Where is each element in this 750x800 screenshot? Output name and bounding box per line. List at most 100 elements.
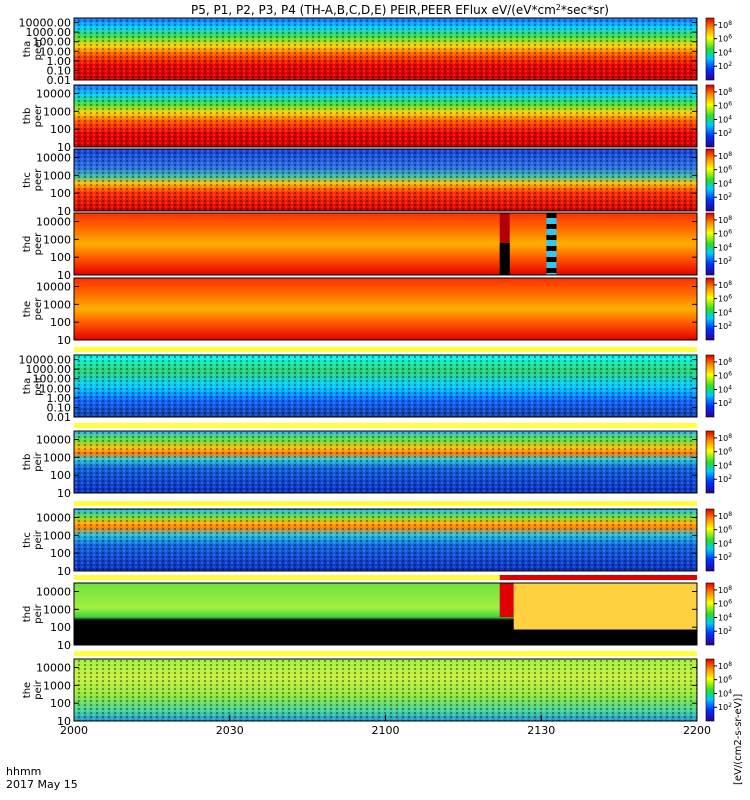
colorbar-tick-label: 106 (718, 525, 732, 535)
x-tick-label: 2100 (372, 724, 400, 737)
colorbar (705, 658, 715, 722)
yellow-region (513, 583, 697, 630)
data-gap-segment (546, 224, 557, 229)
colorbar-tick-label: 102 (718, 61, 732, 71)
y-axis-label-probe: thd (22, 606, 33, 623)
colorbar-tick-label: 108 (718, 151, 732, 161)
noise-overlay (74, 659, 697, 721)
panel-frame (73, 17, 698, 81)
panel-thc-peir: 10000 1000 100 10 thc peir 102 104 106 108 (22, 501, 732, 578)
y-tick-label: 100.00 (33, 36, 72, 49)
colorbar-tick-label: 106 (718, 371, 732, 381)
y-tick-label: 10000 (36, 662, 71, 675)
y-axis-label-probe: thb (22, 454, 33, 471)
panel-thb-peer: 10000 1000 100 10 thb peer 102 104 106 108 (22, 84, 732, 154)
colorbar-tick-label: 104 (718, 688, 732, 698)
y-tick-label: 1000 (43, 679, 71, 692)
fill-strip (74, 347, 697, 352)
panel-thb-peir: 10000 1000 100 10 thb peir 102 104 106 108 (22, 423, 732, 500)
fill-strip (74, 501, 697, 506)
colorbar-tick-label: 106 (718, 34, 732, 44)
y-tick-label: 100 (50, 547, 71, 560)
x-tick-label: 2130 (527, 724, 555, 737)
y-tick-label: 1000 (43, 603, 71, 616)
panel-frame (73, 84, 698, 148)
y-tick-label: 10 (57, 715, 71, 728)
colorbar (705, 354, 715, 418)
colorbar-tick-label: 104 (718, 307, 732, 317)
colorbar-tick-label: 108 (718, 215, 732, 225)
y-tick-label: 100.00 (33, 373, 72, 386)
noise-overlay (74, 18, 697, 80)
panels-group: 10000.001000.00100.0010.001.000.100.01th… (19, 17, 733, 728)
y-tick-label: 100 (50, 621, 71, 634)
colorbar-tick-label: 106 (718, 229, 732, 239)
colorbar-tick-label: 108 (718, 87, 732, 97)
y-axis-label-probe: the (22, 682, 33, 698)
y-axis-label-species: peer (33, 104, 44, 128)
panel-frame (73, 582, 698, 646)
y-tick-label: 1.00 (47, 55, 72, 68)
colorbar-tick-label: 102 (718, 192, 732, 202)
y-axis-label-species: peir (33, 529, 44, 549)
panel-frame (73, 430, 698, 494)
spectrogram-thd-peer (74, 213, 697, 275)
colorbar (705, 508, 715, 572)
y-tick-label: 0.01 (47, 74, 72, 87)
y-tick-label: 10 (57, 639, 71, 652)
y-tick-label: 10.00 (40, 382, 72, 395)
colorbar (705, 430, 715, 494)
y-tick-label: 1000.00 (26, 363, 72, 376)
y-axis-label-species: peer (33, 232, 44, 256)
colorbar-tick-label: 106 (718, 675, 732, 685)
y-tick-label: 10 (57, 141, 71, 154)
red-burst (499, 583, 514, 618)
noise-overlay (74, 355, 697, 417)
noise-overlay (74, 85, 697, 147)
y-axis-label-probe: thc (22, 172, 33, 188)
colorbar-tick-label: 102 (718, 256, 732, 266)
y-axis-label-species: peer (33, 168, 44, 192)
y-tick-label: 100 (50, 469, 71, 482)
y-tick-label: 100 (50, 316, 71, 329)
colorbar-tick-label: 104 (718, 538, 732, 548)
y-tick-label: 1000 (43, 451, 71, 464)
y-axis-label-probe: tha (22, 378, 33, 394)
data-gap-segment (546, 268, 557, 273)
y-tick-label: 0.10 (47, 401, 72, 414)
y-tick-label: 1000 (43, 233, 71, 246)
panel-frame (73, 148, 698, 212)
colorbar-tick-label: 108 (718, 280, 732, 290)
colorbar-tick-label: 106 (718, 165, 732, 175)
noise-overlay (74, 149, 697, 211)
y-tick-label: 10 (57, 487, 71, 500)
colorbar-tick-label: 104 (718, 384, 732, 394)
y-axis-label-probe: tha (22, 41, 33, 57)
data-gap-segment (546, 257, 557, 262)
colorbar-tick-label: 102 (718, 398, 732, 408)
colorbar-tick-label: 104 (718, 114, 732, 124)
data-gap-bar-cyan (546, 213, 557, 275)
y-tick-label: 100 (50, 251, 71, 264)
y-tick-label: 100 (50, 697, 71, 710)
y-axis-label-probe: thc (22, 532, 33, 548)
data-gap-bar-dark (499, 243, 510, 275)
y-tick-label: 1.00 (47, 392, 72, 405)
y-axis-label-species: peer (33, 37, 44, 61)
x-tick-label: 2000 (60, 724, 88, 737)
colorbar-tick-label: 104 (718, 178, 732, 188)
colorbar-unit-label: [eV/(cm2-s-sr-eV)] (733, 694, 744, 785)
noise-overlay (74, 509, 697, 571)
y-tick-label: 10000 (36, 88, 71, 101)
fill-strip (74, 423, 697, 428)
y-tick-label: 100 (50, 123, 71, 136)
y-tick-label: 10000 (36, 152, 71, 165)
colorbar-tick-label: 104 (718, 242, 732, 252)
y-tick-label: 0.01 (47, 411, 72, 424)
y-axis-label-probe: thb (22, 108, 33, 125)
y-tick-label: 1000 (43, 529, 71, 542)
figure-title: P5, P1, P2, P3, P4 (TH-A,B,C,D,E) PEIR,P… (191, 3, 609, 17)
y-axis-label-probe: thd (22, 236, 33, 253)
colorbar-tick-label: 104 (718, 460, 732, 470)
